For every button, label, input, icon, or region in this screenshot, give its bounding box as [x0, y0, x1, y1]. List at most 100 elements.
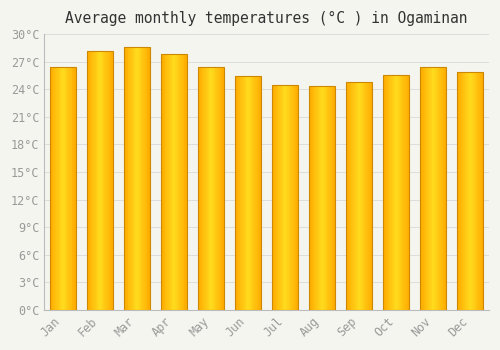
Bar — [146, 47, 148, 310]
Bar — [318, 86, 319, 310]
Bar — [399, 75, 400, 310]
Bar — [181, 55, 182, 310]
Bar — [459, 72, 460, 310]
Bar — [69, 67, 70, 310]
Bar — [167, 55, 168, 310]
Bar — [406, 75, 408, 310]
Bar — [278, 85, 279, 310]
Bar — [348, 82, 349, 310]
Bar — [370, 82, 372, 310]
Bar — [397, 75, 398, 310]
Bar — [170, 55, 172, 310]
Bar — [211, 67, 212, 310]
Bar — [57, 67, 58, 310]
Bar — [87, 51, 88, 310]
Bar — [166, 55, 167, 310]
Bar — [207, 67, 208, 310]
Bar — [291, 85, 292, 310]
Bar — [64, 67, 66, 310]
Bar — [206, 67, 207, 310]
Bar — [257, 77, 258, 310]
Bar — [126, 47, 128, 310]
Bar — [184, 55, 186, 310]
Bar — [437, 67, 438, 310]
Bar — [284, 85, 285, 310]
Bar — [128, 47, 130, 310]
Bar — [198, 67, 224, 310]
Bar — [199, 67, 200, 310]
Bar — [136, 47, 137, 310]
Bar — [354, 82, 355, 310]
Bar — [402, 75, 403, 310]
Bar — [350, 82, 352, 310]
Bar — [470, 72, 471, 310]
Bar — [72, 67, 74, 310]
Bar — [312, 86, 314, 310]
Bar — [400, 75, 402, 310]
Bar — [238, 77, 240, 310]
Bar — [145, 47, 146, 310]
Bar — [50, 67, 76, 310]
Bar — [436, 67, 437, 310]
Bar — [331, 86, 332, 310]
Bar — [422, 67, 423, 310]
Bar — [323, 86, 324, 310]
Bar — [144, 47, 145, 310]
Bar — [423, 67, 424, 310]
Bar — [132, 47, 134, 310]
Bar — [367, 82, 368, 310]
Bar — [204, 67, 205, 310]
Bar — [332, 86, 334, 310]
Bar — [104, 51, 105, 310]
Bar — [440, 67, 441, 310]
Bar — [201, 67, 202, 310]
Bar — [186, 55, 187, 310]
Bar — [243, 77, 244, 310]
Bar — [285, 85, 286, 310]
Bar — [62, 67, 63, 310]
Bar — [246, 77, 248, 310]
Bar — [428, 67, 429, 310]
Bar — [466, 72, 467, 310]
Bar — [272, 85, 273, 310]
Bar — [279, 85, 280, 310]
Bar — [355, 82, 356, 310]
Bar — [364, 82, 366, 310]
Bar — [213, 67, 214, 310]
Bar — [465, 72, 466, 310]
Bar — [54, 67, 55, 310]
Bar — [290, 85, 291, 310]
Bar — [134, 47, 136, 310]
Bar — [143, 47, 144, 310]
Bar — [458, 72, 483, 310]
Bar — [398, 75, 399, 310]
Bar — [52, 67, 54, 310]
Bar — [205, 67, 206, 310]
Bar — [405, 75, 406, 310]
Bar — [467, 72, 468, 310]
Bar — [317, 86, 318, 310]
Bar — [473, 72, 474, 310]
Bar — [286, 85, 287, 310]
Bar — [480, 72, 482, 310]
Bar — [175, 55, 176, 310]
Bar — [235, 77, 261, 310]
Bar — [353, 82, 354, 310]
Bar — [63, 67, 64, 310]
Bar — [438, 67, 440, 310]
Bar — [124, 47, 150, 310]
Bar — [169, 55, 170, 310]
Bar — [272, 85, 298, 310]
Bar — [461, 72, 462, 310]
Bar — [288, 85, 290, 310]
Bar — [92, 51, 93, 310]
Bar — [349, 82, 350, 310]
Bar — [140, 47, 141, 310]
Bar — [464, 72, 465, 310]
Bar — [163, 55, 164, 310]
Bar — [102, 51, 104, 310]
Bar — [434, 67, 435, 310]
Bar — [216, 67, 217, 310]
Bar — [161, 55, 187, 310]
Bar — [361, 82, 362, 310]
